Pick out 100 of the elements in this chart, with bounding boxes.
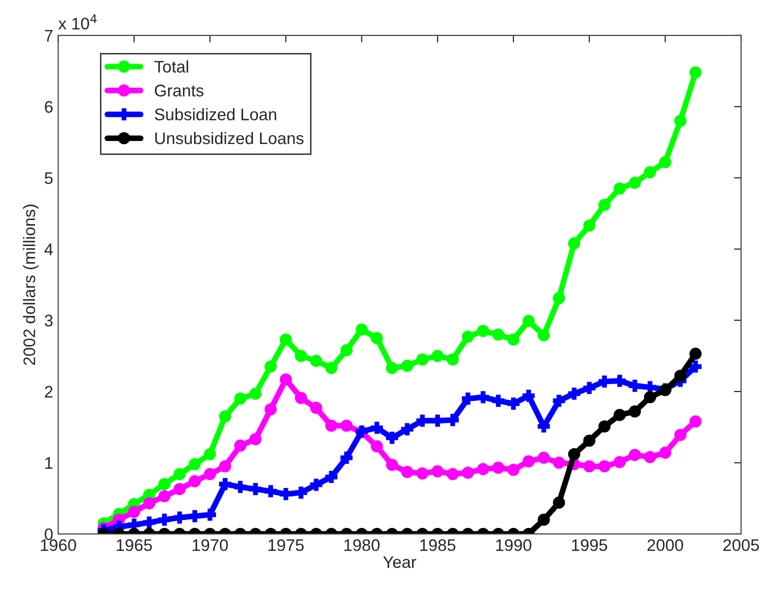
point [188, 475, 201, 488]
point [492, 394, 504, 407]
point [294, 392, 308, 404]
point [446, 468, 459, 480]
point [583, 434, 596, 447]
point [219, 410, 232, 423]
point [628, 380, 641, 392]
legend-label: Subsidized Loan [154, 108, 276, 120]
point [552, 394, 566, 407]
point [401, 423, 414, 436]
point [340, 452, 353, 464]
point [310, 478, 322, 491]
point [128, 506, 140, 518]
point [598, 198, 611, 211]
point [249, 483, 262, 496]
point [628, 176, 641, 189]
y-tick-label: 5 [44, 172, 53, 184]
point [264, 485, 277, 498]
point [674, 114, 686, 127]
y-tick-label: 7 [44, 30, 53, 42]
point [204, 468, 216, 480]
point [628, 405, 641, 418]
point [492, 462, 504, 474]
y-tick-label: 6 [44, 101, 53, 113]
point [325, 420, 338, 432]
point [143, 497, 156, 510]
point [583, 460, 596, 472]
point [644, 450, 656, 464]
point [628, 448, 641, 461]
point [280, 488, 292, 500]
x-tick-label: 1970 [192, 539, 228, 552]
point [644, 166, 656, 178]
point [538, 329, 550, 342]
point [674, 370, 686, 382]
point [280, 373, 292, 386]
point [234, 480, 246, 494]
point [462, 330, 474, 343]
point [538, 420, 550, 432]
point [507, 333, 520, 346]
x-tick-label: 1960 [40, 539, 76, 552]
point [325, 362, 338, 374]
point [432, 350, 444, 362]
point [204, 508, 216, 521]
point [401, 466, 414, 478]
point [143, 516, 156, 529]
point [416, 353, 428, 366]
x-tick-label: 1995 [572, 539, 608, 552]
y-tick-label: 0 [44, 528, 53, 540]
point [234, 392, 246, 405]
point [280, 333, 292, 346]
point [568, 237, 580, 250]
point [386, 432, 398, 444]
point [188, 458, 201, 470]
point [174, 511, 186, 524]
legend-label: Grants [154, 84, 204, 96]
point [249, 433, 262, 446]
point [234, 440, 246, 452]
y-tick-label: 3 [44, 314, 53, 326]
point [462, 392, 474, 405]
point [507, 398, 520, 410]
point [416, 467, 428, 480]
point [370, 332, 383, 344]
text: x 10$^{4}$ [58, 14, 97, 30]
point [264, 403, 277, 416]
point [644, 381, 656, 394]
point [432, 465, 444, 478]
point [507, 464, 520, 476]
point [568, 448, 580, 460]
point [219, 460, 232, 472]
point [583, 382, 596, 394]
y-tick-label: 2 [44, 386, 53, 398]
point [614, 182, 626, 195]
point [492, 328, 504, 341]
legend-label: Unsubsidized Loans [155, 132, 304, 144]
point [598, 460, 611, 472]
point [325, 470, 338, 484]
point [158, 514, 170, 526]
point [552, 292, 566, 304]
point [386, 458, 398, 471]
point [158, 490, 170, 502]
y-tick-label: 1 [45, 457, 53, 469]
point [568, 388, 580, 400]
point [689, 66, 702, 79]
x-axis-title: Year [383, 556, 416, 568]
point [522, 314, 535, 328]
point [188, 510, 201, 522]
point [659, 446, 672, 459]
point [386, 362, 398, 374]
x-tick-label: 1990 [496, 539, 532, 552]
point [249, 388, 262, 400]
y-tick-label: 4 [44, 244, 53, 256]
point [689, 360, 702, 373]
point [174, 468, 186, 480]
y-axis-title: 2002 dollars (millions) [22, 204, 39, 365]
x-tick-label: 2005 [723, 539, 759, 552]
point [552, 496, 566, 509]
point [538, 514, 550, 526]
point [370, 440, 383, 452]
point [477, 391, 490, 404]
point [294, 350, 308, 362]
